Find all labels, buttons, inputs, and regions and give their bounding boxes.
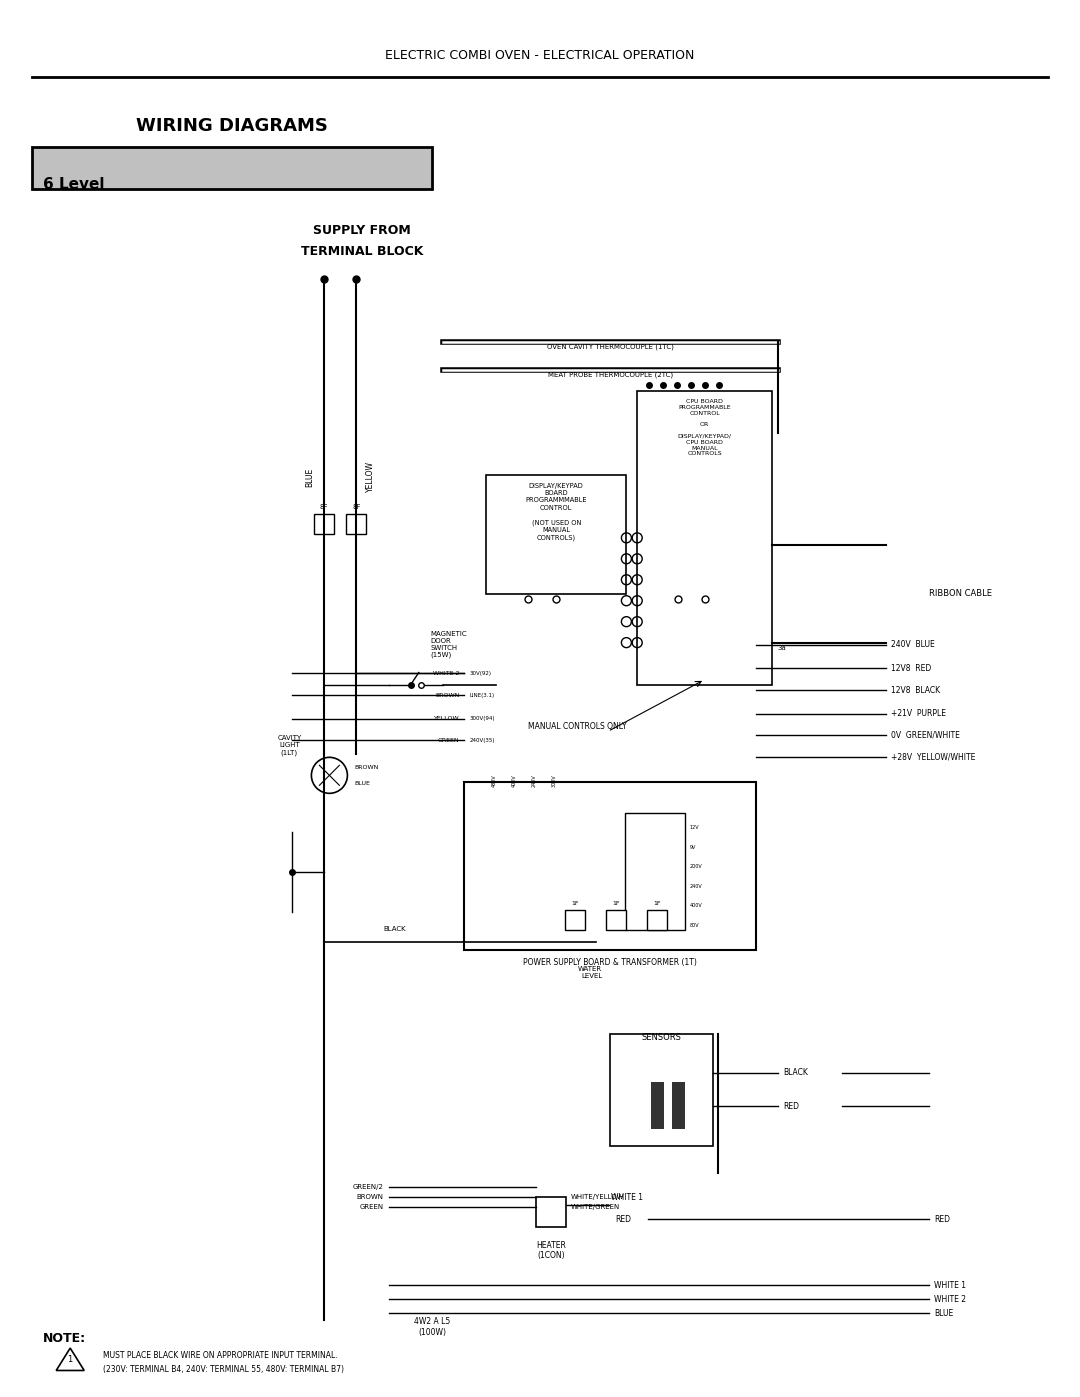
Text: RED: RED (783, 1102, 799, 1111)
Text: NOTE:: NOTE: (43, 1331, 86, 1345)
Text: +28V  YELLOW/WHITE: +28V YELLOW/WHITE (891, 753, 975, 761)
Text: 240V  BLUE: 240V BLUE (891, 640, 935, 650)
Text: 400V: 400V (690, 904, 702, 908)
Text: SENSORS: SENSORS (642, 1032, 681, 1042)
Text: RED: RED (616, 1215, 632, 1224)
Text: BLUE: BLUE (306, 467, 314, 486)
Text: BLACK: BLACK (783, 1069, 808, 1077)
Text: TERMINAL BLOCK: TERMINAL BLOCK (300, 244, 423, 258)
Text: HEATER
(1CON): HEATER (1CON) (536, 1241, 566, 1260)
Text: 3a: 3a (778, 644, 786, 651)
Bar (647, 909, 666, 930)
Text: ELECTRIC COMBI OVEN - ELECTRICAL OPERATION: ELECTRIC COMBI OVEN - ELECTRICAL OPERATI… (386, 49, 694, 63)
Text: BROWN: BROWN (435, 693, 459, 697)
Text: BLUE: BLUE (934, 1309, 954, 1317)
Text: 240V(35): 240V(35) (470, 738, 495, 743)
Text: BROWN: BROWN (356, 1194, 383, 1200)
Text: 30V(92): 30V(92) (470, 671, 491, 676)
Bar (464, 782, 756, 950)
Text: 240V: 240V (690, 884, 702, 888)
Text: 8F: 8F (352, 504, 361, 510)
Text: 12V8  BLACK: 12V8 BLACK (891, 686, 940, 694)
Text: 12V8  RED: 12V8 RED (891, 664, 931, 673)
Bar (347, 514, 366, 534)
Text: BROWN: BROWN (354, 764, 379, 770)
Bar (624, 813, 685, 930)
Text: MAGNETIC
DOOR
SWITCH
(15W): MAGNETIC DOOR SWITCH (15W) (431, 631, 467, 658)
Text: 4W2 A L5
(100W): 4W2 A L5 (100W) (414, 1317, 450, 1337)
Text: OVEN CAVITY THERMOCOUPLE (1TC): OVEN CAVITY THERMOCOUPLE (1TC) (546, 344, 674, 351)
Text: 0V  GREEN/WHITE: 0V GREEN/WHITE (891, 731, 960, 740)
Text: DISPLAY/KEYPAD
BOARD
PROGRAMMMABLE
CONTROL

(NOT USED ON
MANUAL
CONTROLS): DISPLAY/KEYPAD BOARD PROGRAMMMABLE CONTR… (526, 483, 586, 541)
Text: WIRING DIAGRAMS: WIRING DIAGRAMS (136, 117, 328, 134)
Text: 400V: 400V (512, 774, 517, 787)
Text: 1F: 1F (612, 901, 620, 907)
Text: 1: 1 (68, 1355, 72, 1363)
Text: GREEN: GREEN (437, 738, 459, 743)
Bar (672, 1081, 685, 1129)
Text: POWER SUPPLY BOARD & TRANSFORMER (1T): POWER SUPPLY BOARD & TRANSFORMER (1T) (524, 958, 697, 967)
Bar (32, 147, 432, 189)
Text: WHITE/YELLOW: WHITE/YELLOW (571, 1194, 624, 1200)
Text: 1F: 1F (571, 901, 579, 907)
Text: YELLOW: YELLOW (434, 717, 459, 721)
Text: 300V: 300V (552, 774, 557, 787)
Text: 480V: 480V (491, 774, 497, 787)
Text: GREEN: GREEN (360, 1204, 383, 1210)
Text: 8F: 8F (320, 504, 328, 510)
Text: 1F: 1F (653, 901, 661, 907)
Text: SUPPLY FROM: SUPPLY FROM (313, 224, 410, 237)
Polygon shape (56, 1348, 84, 1370)
Bar (651, 1081, 664, 1129)
Text: MANUAL CONTROLS ONLY: MANUAL CONTROLS ONLY (528, 722, 627, 731)
Text: WHITE/GREEN: WHITE/GREEN (571, 1204, 620, 1210)
Text: MEAT PROBE THERMOCOUPLE (2TC): MEAT PROBE THERMOCOUPLE (2TC) (548, 372, 673, 379)
Text: WHITE 1: WHITE 1 (934, 1281, 967, 1289)
Bar (536, 1197, 566, 1228)
Bar (610, 1034, 713, 1146)
Text: 12V: 12V (690, 826, 700, 830)
Text: RIBBON CABLE: RIBBON CABLE (929, 590, 991, 598)
Text: BLACK: BLACK (383, 926, 405, 932)
Text: BLUE: BLUE (354, 781, 370, 787)
Text: 300V(94): 300V(94) (470, 717, 495, 721)
Text: 6 Level: 6 Level (43, 177, 105, 191)
Bar (606, 909, 626, 930)
Bar (637, 391, 772, 685)
Text: YELLOW: YELLOW (366, 461, 375, 492)
Text: LINE(3.1): LINE(3.1) (470, 693, 495, 697)
Text: MUST PLACE BLACK WIRE ON APPROPRIATE INPUT TERMINAL.: MUST PLACE BLACK WIRE ON APPROPRIATE INP… (103, 1351, 337, 1359)
Bar (565, 909, 585, 930)
Text: RED: RED (934, 1215, 950, 1224)
Text: CPU BOARD
PROGRAMMABLE
CONTROL

OR

DISPLAY/KEYPAD/
CPU BOARD
MANUAL
CONTROLS: CPU BOARD PROGRAMMABLE CONTROL OR DISPLA… (678, 400, 732, 457)
Text: 240V: 240V (531, 774, 537, 787)
Text: 9V: 9V (690, 845, 697, 849)
Text: WHITE 2: WHITE 2 (934, 1295, 967, 1303)
Text: WATER
LEVEL: WATER LEVEL (578, 965, 603, 979)
Text: 80V: 80V (690, 923, 700, 928)
Text: WHITE 2: WHITE 2 (433, 671, 459, 676)
Text: 200V: 200V (690, 865, 702, 869)
Text: +21V  PURPLE: +21V PURPLE (891, 710, 946, 718)
Text: (230V: TERMINAL B4, 240V: TERMINAL 55, 480V: TERMINAL B7): (230V: TERMINAL B4, 240V: TERMINAL 55, 4… (103, 1365, 343, 1373)
Text: WHITE 1: WHITE 1 (611, 1193, 643, 1201)
Text: GREEN/2: GREEN/2 (352, 1185, 383, 1190)
Bar (314, 514, 334, 534)
Text: CAVITY
LIGHT
(1LT): CAVITY LIGHT (1LT) (278, 735, 301, 756)
Bar (486, 475, 626, 594)
